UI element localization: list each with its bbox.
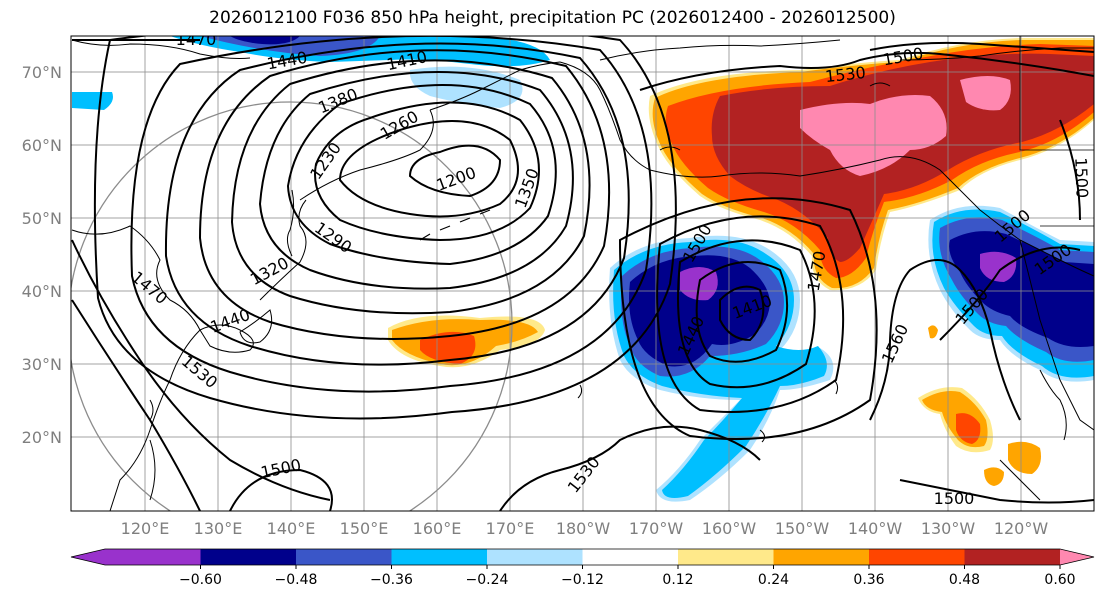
lon-label: 120°E xyxy=(121,519,170,538)
precip-anomaly-fills xyxy=(72,36,1094,502)
colorbar-block xyxy=(296,549,392,565)
fill-pacific-red xyxy=(420,331,476,364)
colorbar-block xyxy=(487,549,583,565)
contour-1410-ep xyxy=(719,285,765,342)
fill-se2-orange xyxy=(1008,441,1041,474)
height-contours xyxy=(71,36,1094,511)
lon-label: 160°E xyxy=(413,519,462,538)
colorbar-tick-label: −0.48 xyxy=(275,572,318,588)
contour-1500-wc xyxy=(939,246,1081,341)
fill-alaska-pink2 xyxy=(960,76,1011,111)
contour-1500-ep xyxy=(656,215,845,413)
colorbar xyxy=(70,548,1095,566)
contour-1530-r xyxy=(639,51,1094,91)
fill-topleft-sky xyxy=(72,92,113,110)
colorbar-block xyxy=(200,549,297,565)
contour-1500-e xyxy=(1059,119,1081,221)
coastlines xyxy=(71,36,1094,511)
lon-label: 150°E xyxy=(340,519,389,538)
lat-label: 30°N xyxy=(22,355,62,374)
colorbar-outline xyxy=(70,548,1095,566)
contour-1290 xyxy=(286,84,557,266)
contour-1470 xyxy=(93,36,677,420)
fill-wc-purple xyxy=(980,251,1017,282)
colorbar-block xyxy=(582,549,679,565)
fill-se3-orange xyxy=(984,467,1004,486)
fill-small-orange xyxy=(928,325,938,339)
colorbar-extend-high xyxy=(1060,549,1094,565)
contour-1350 xyxy=(230,59,591,315)
colorbar-tick-label: −0.24 xyxy=(466,572,509,588)
map-title: 2026012100 F036 850 hPa height, precipit… xyxy=(209,8,896,28)
lat-label: 50°N xyxy=(22,209,62,228)
contour-1560 xyxy=(869,259,1021,421)
contour-1500-ne xyxy=(869,41,1094,53)
contour-label: 1530 xyxy=(824,63,866,86)
colorbar-labels: −0.60 −0.48 −0.36 −0.24 −0.12 0.12 0.24 0.36 0.4… xyxy=(179,565,1076,588)
contour-label: 1500 xyxy=(1071,157,1091,198)
fill-top-navy xyxy=(230,36,300,45)
colorbar-block xyxy=(678,549,774,565)
fill-ep-navy xyxy=(629,255,770,367)
fill-alaska-pink xyxy=(800,95,947,176)
lat-label: 40°N xyxy=(22,282,62,301)
contour-1530-ep xyxy=(618,197,878,441)
lon-label: 180°W xyxy=(556,519,611,538)
map-frame xyxy=(70,35,1095,512)
contour-1230 xyxy=(338,120,519,218)
colorbar-tick-label: −0.12 xyxy=(561,572,604,588)
contour-1410 xyxy=(164,42,630,366)
colorbar-tick-label: −0.60 xyxy=(179,572,222,588)
colorbar-tick-label: 0.60 xyxy=(1044,572,1075,588)
lon-label: 170°W xyxy=(629,519,684,538)
lon-label: 160°W xyxy=(702,519,757,538)
lat-label: 70°N xyxy=(22,63,62,82)
contour-1470-ep xyxy=(677,239,816,389)
contour-1380 xyxy=(198,49,611,340)
colorbar-block xyxy=(105,549,201,565)
colorbar-block xyxy=(869,549,965,565)
lon-label: 130°E xyxy=(194,519,243,538)
contour-1260 xyxy=(314,101,540,242)
lon-label: 150°W xyxy=(775,519,830,538)
contour-1500-se xyxy=(899,479,1094,504)
colorbar-tick-label: −0.36 xyxy=(370,572,413,588)
lon-label: 140°E xyxy=(267,519,316,538)
lon-label: 170°E xyxy=(486,519,535,538)
colorbar-block xyxy=(964,549,1061,565)
contour-1320 xyxy=(258,71,574,290)
colorbar-tick-label: 0.24 xyxy=(758,572,789,588)
colorbar-tick-label: 0.48 xyxy=(949,572,980,588)
contour-1440-ep xyxy=(695,261,789,363)
colorbar-tick-label: 0.36 xyxy=(853,572,884,588)
latitude-labels: 70°N 60°N 50°N 40°N 30°N 20°N xyxy=(22,63,62,447)
lon-label: 130°W xyxy=(921,519,976,538)
lat-label: 60°N xyxy=(22,136,62,155)
contour-1530-c xyxy=(499,425,761,511)
longitude-labels: 120°E 130°E 140°E 150°E 160°E 170°E 180°… xyxy=(121,519,1049,538)
colorbar-block xyxy=(773,549,870,565)
colorbar-extend-low xyxy=(71,549,105,565)
lat-label: 20°N xyxy=(22,428,62,447)
contour-1530-w xyxy=(71,299,201,511)
colorbar-block xyxy=(391,549,488,565)
contour-1200 xyxy=(408,144,502,198)
lon-label: 140°W xyxy=(848,519,903,538)
colorbar-tick-label: 0.12 xyxy=(662,572,693,588)
contour-1500-s xyxy=(229,468,333,511)
contour-label: 1500 xyxy=(934,489,975,508)
contour-1500-w xyxy=(71,239,331,501)
lon-label: 120°W xyxy=(994,519,1049,538)
contour-1440 xyxy=(130,36,653,393)
fill-se-red xyxy=(956,413,981,444)
contour-label: 1470 xyxy=(176,30,217,49)
